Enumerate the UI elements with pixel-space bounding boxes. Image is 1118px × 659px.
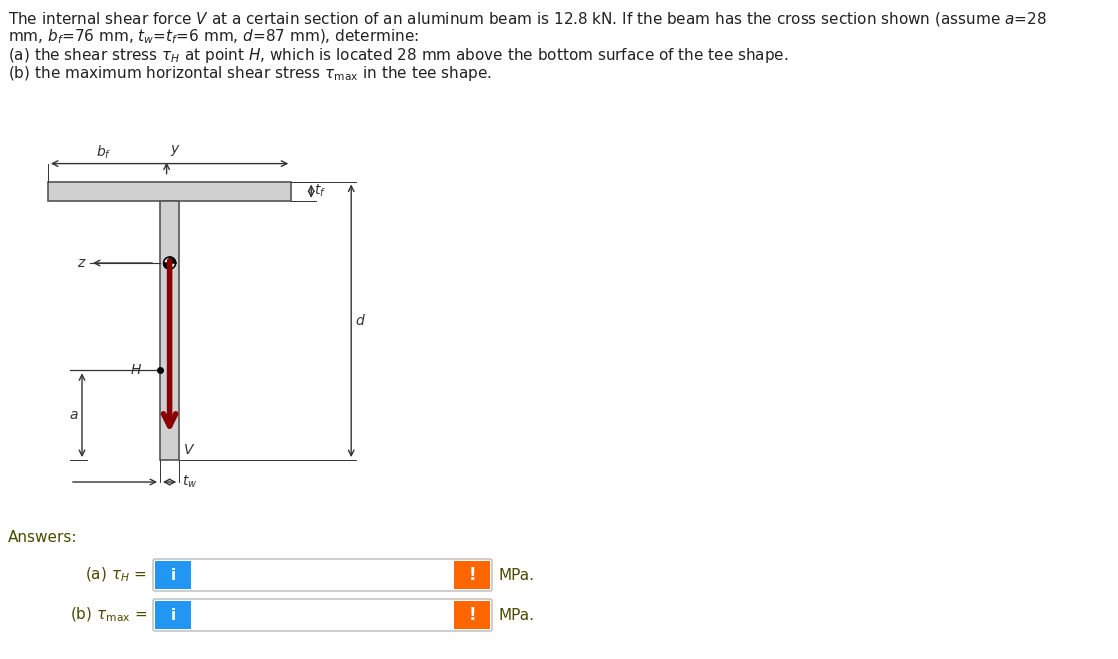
Text: i: i bbox=[170, 608, 176, 623]
Bar bbox=[155, 561, 191, 589]
Bar bbox=[48, 182, 291, 201]
Text: (b) the maximum horizontal shear stress $\tau_{\mathrm{max}}$ in the tee shape.: (b) the maximum horizontal shear stress … bbox=[8, 64, 492, 83]
Text: $t_f$: $t_f$ bbox=[314, 183, 326, 200]
Text: The internal shear force $V$ at a certain section of an aluminum beam is 12.8 kN: The internal shear force $V$ at a certai… bbox=[8, 10, 1046, 28]
Bar bbox=[454, 561, 490, 589]
Polygon shape bbox=[163, 263, 170, 269]
Text: mm, $b_f$=76 mm, $t_w$=$t_f$=6 mm, $d$=87 mm), determine:: mm, $b_f$=76 mm, $t_w$=$t_f$=6 mm, $d$=8… bbox=[8, 28, 419, 46]
Bar bbox=[454, 601, 490, 629]
Bar bbox=[160, 201, 179, 460]
Polygon shape bbox=[163, 257, 176, 269]
Text: !: ! bbox=[468, 606, 476, 624]
Bar bbox=[155, 601, 191, 629]
Polygon shape bbox=[170, 257, 176, 263]
Text: $y$: $y$ bbox=[170, 142, 180, 158]
Text: $b_f$: $b_f$ bbox=[96, 143, 112, 161]
Text: $d$: $d$ bbox=[356, 313, 366, 328]
Text: MPa.: MPa. bbox=[498, 608, 534, 623]
Text: $V$: $V$ bbox=[183, 443, 196, 457]
Text: MPa.: MPa. bbox=[498, 567, 534, 583]
Text: (a) the shear stress $\tau_H$ at point $H$, which is located 28 mm above the bot: (a) the shear stress $\tau_H$ at point $… bbox=[8, 46, 788, 65]
Text: (a) $\tau_H$ =: (a) $\tau_H$ = bbox=[85, 566, 146, 584]
FancyBboxPatch shape bbox=[153, 559, 492, 591]
FancyBboxPatch shape bbox=[153, 599, 492, 631]
Text: !: ! bbox=[468, 566, 476, 584]
Text: $a$: $a$ bbox=[69, 408, 79, 422]
Text: $t_w$: $t_w$ bbox=[182, 474, 198, 490]
Text: i: i bbox=[170, 567, 176, 583]
Text: $H$: $H$ bbox=[130, 363, 142, 378]
Text: Answers:: Answers: bbox=[8, 530, 77, 545]
Text: $z$: $z$ bbox=[77, 256, 87, 270]
Text: (b) $\tau_{\mathrm{max}}$ =: (b) $\tau_{\mathrm{max}}$ = bbox=[69, 606, 146, 624]
